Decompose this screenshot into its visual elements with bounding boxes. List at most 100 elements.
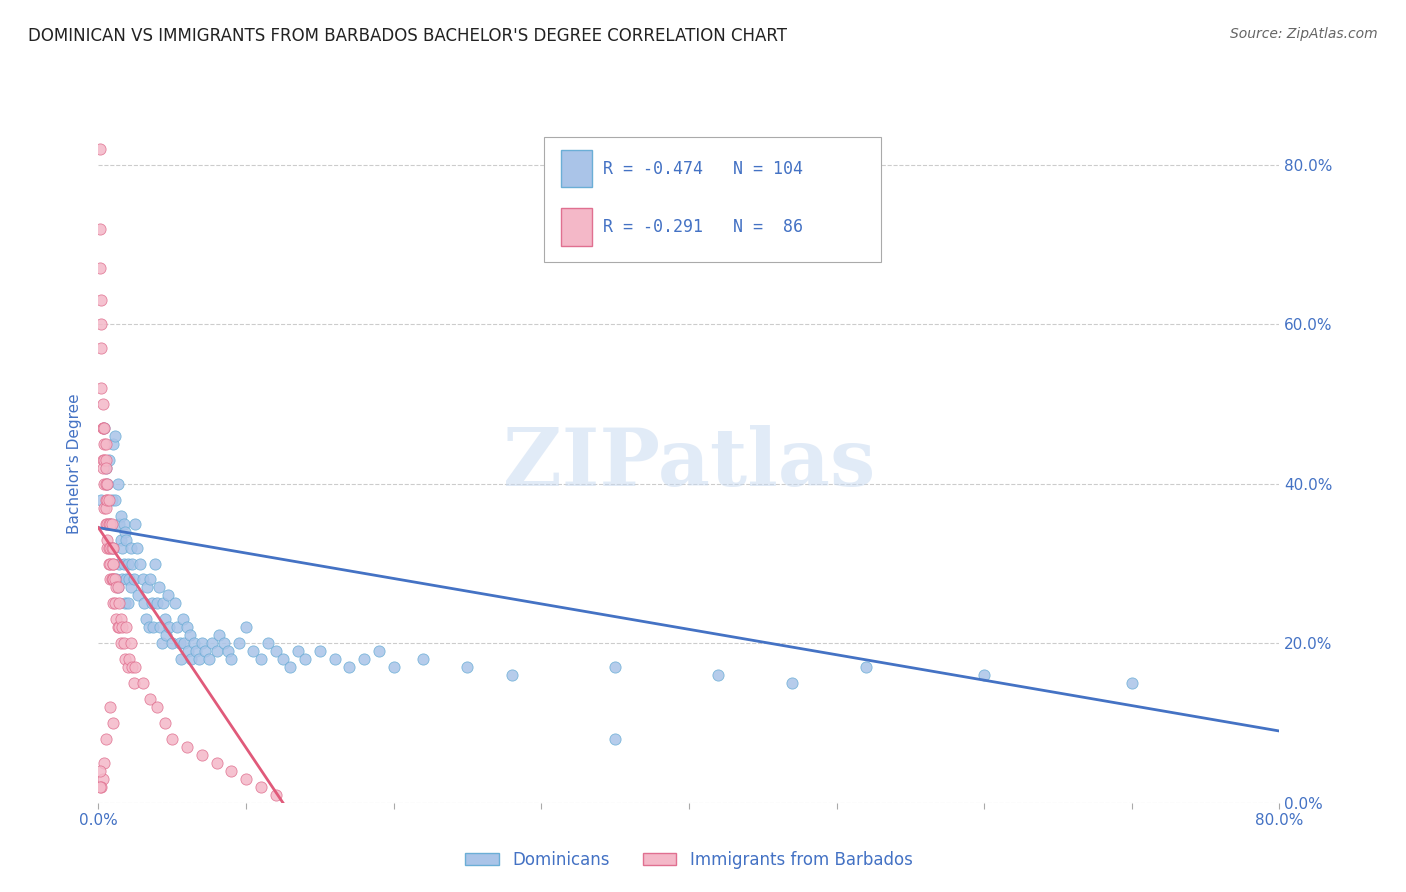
- Point: [112, 557, 135, 571]
- Point: [194, 644, 217, 658]
- Text: R = -0.474   N = 104: R = -0.474 N = 104: [603, 160, 803, 178]
- Point: [89, 261, 111, 276]
- Point: [94, 731, 117, 746]
- Point: [90, 492, 112, 507]
- Point: [91, 397, 114, 411]
- Point: [108, 516, 131, 531]
- Point: [94, 460, 117, 475]
- Point: [264, 788, 287, 802]
- Point: [235, 772, 257, 786]
- Point: [98, 700, 121, 714]
- Point: [114, 652, 136, 666]
- Point: [91, 453, 114, 467]
- Point: [782, 676, 804, 690]
- Point: [132, 676, 155, 690]
- Point: [97, 557, 120, 571]
- Point: [157, 620, 180, 634]
- Point: [125, 541, 148, 555]
- Point: [169, 636, 191, 650]
- Point: [94, 437, 117, 451]
- Point: [103, 541, 125, 555]
- Point: [177, 644, 200, 658]
- Point: [91, 421, 114, 435]
- Point: [90, 293, 112, 308]
- Point: [165, 596, 187, 610]
- Point: [118, 652, 141, 666]
- Point: [107, 581, 129, 595]
- Point: [287, 644, 309, 658]
- Point: [501, 668, 523, 682]
- Point: [180, 652, 202, 666]
- Point: [141, 596, 163, 610]
- Point: [134, 596, 156, 610]
- Point: [98, 557, 121, 571]
- Point: [111, 541, 134, 555]
- Point: [456, 660, 478, 674]
- Point: [94, 492, 117, 507]
- Point: [103, 557, 125, 571]
- Point: [105, 612, 128, 626]
- Point: [172, 612, 194, 626]
- Point: [104, 492, 127, 507]
- Point: [97, 492, 120, 507]
- Point: [368, 644, 391, 658]
- Point: [135, 612, 157, 626]
- Point: [98, 516, 121, 531]
- Point: [128, 557, 150, 571]
- Point: [103, 437, 125, 451]
- Point: [183, 636, 205, 650]
- Point: [153, 716, 176, 731]
- Point: [339, 660, 360, 674]
- Point: [124, 516, 146, 531]
- Point: [208, 628, 231, 642]
- Point: [98, 573, 121, 587]
- Point: [309, 644, 332, 658]
- Point: [93, 453, 115, 467]
- Point: [201, 636, 224, 650]
- Point: [219, 764, 242, 778]
- Point: [114, 596, 136, 610]
- Point: [191, 636, 214, 650]
- Legend: Dominicans, Immigrants from Barbados: Dominicans, Immigrants from Barbados: [458, 845, 920, 876]
- Point: [103, 573, 125, 587]
- Point: [93, 421, 115, 435]
- Point: [127, 589, 149, 603]
- Point: [242, 644, 264, 658]
- Point: [93, 756, 115, 770]
- Point: [353, 652, 375, 666]
- Point: [115, 573, 138, 587]
- Point: [120, 541, 142, 555]
- Point: [278, 660, 302, 674]
- Point: [112, 636, 135, 650]
- Point: [110, 533, 132, 547]
- Point: [153, 612, 176, 626]
- Point: [235, 620, 257, 634]
- Point: [110, 508, 132, 523]
- Point: [97, 453, 120, 467]
- Point: [114, 524, 136, 539]
- Text: Source: ZipAtlas.com: Source: ZipAtlas.com: [1230, 27, 1378, 41]
- Point: [121, 557, 143, 571]
- Point: [98, 516, 121, 531]
- Point: [96, 476, 118, 491]
- Point: [103, 716, 125, 731]
- Point: [382, 660, 405, 674]
- Point: [100, 573, 122, 587]
- Point: [100, 516, 122, 531]
- Point: [94, 476, 117, 491]
- Point: [122, 676, 145, 690]
- Point: [205, 644, 228, 658]
- Point: [184, 644, 207, 658]
- Point: [855, 660, 877, 674]
- Point: [111, 573, 134, 587]
- Point: [103, 596, 125, 610]
- Point: [136, 581, 159, 595]
- Point: [124, 660, 146, 674]
- Point: [205, 756, 228, 770]
- Point: [112, 516, 135, 531]
- Point: [96, 492, 118, 507]
- Point: [105, 581, 128, 595]
- Point: [110, 612, 132, 626]
- Point: [94, 500, 117, 515]
- Text: R = -0.291   N =  86: R = -0.291 N = 86: [603, 218, 803, 236]
